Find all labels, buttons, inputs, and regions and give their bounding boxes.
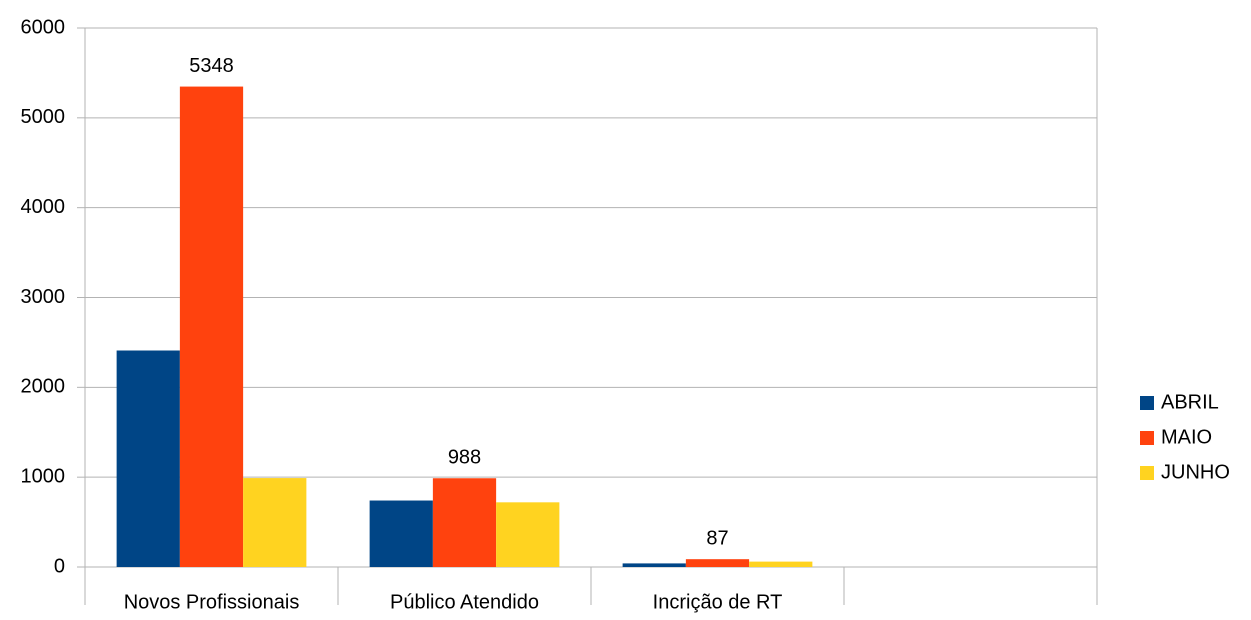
- x-tick-label: Incrição de RT: [653, 591, 783, 613]
- y-tick-label: 6000: [21, 16, 66, 38]
- data-label: 988: [448, 447, 481, 469]
- bar: [496, 502, 560, 567]
- legend-label: JUNHO: [1161, 461, 1230, 483]
- bar: [369, 500, 433, 567]
- bar: [179, 86, 244, 567]
- bar: [243, 478, 307, 567]
- legend-label: MAIO: [1161, 426, 1212, 448]
- data-label: 5348: [189, 55, 234, 77]
- bar: [622, 563, 686, 567]
- bar: [685, 559, 750, 567]
- legend-swatch: [1140, 431, 1154, 445]
- legend-label: ABRIL: [1161, 391, 1219, 413]
- data-label: 87: [706, 527, 728, 549]
- y-tick-label: 5000: [21, 106, 66, 128]
- bar: [116, 350, 180, 567]
- y-tick-label: 1000: [21, 465, 66, 487]
- legend-swatch: [1140, 396, 1154, 410]
- bar: [432, 478, 497, 567]
- legend-swatch: [1140, 466, 1154, 480]
- y-tick-label: 0: [54, 555, 65, 577]
- x-tick-label: Público Atendido: [390, 591, 539, 613]
- y-tick-label: 2000: [21, 376, 66, 398]
- bar: [749, 561, 813, 567]
- y-tick-label: 4000: [21, 196, 66, 218]
- y-tick-label: 3000: [21, 286, 66, 308]
- x-tick-label: Novos Profissionais: [124, 591, 300, 613]
